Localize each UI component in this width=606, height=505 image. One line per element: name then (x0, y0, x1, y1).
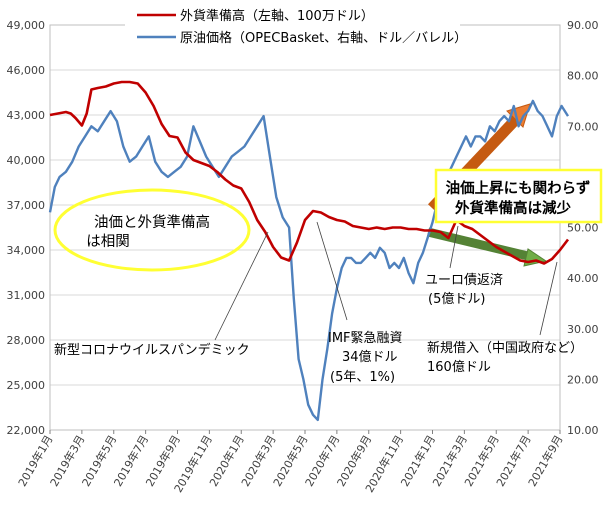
y-right-tick-label: 90.00 (567, 19, 599, 32)
y-left-tick-label: 49,000 (7, 19, 46, 32)
y-right-tick-label: 70.00 (567, 120, 599, 133)
ellipse-text-line2: は相関 (86, 233, 130, 250)
covid-label: 新型コロナウイルスパンデミック (54, 342, 250, 358)
y-right-tick-label: 30.00 (567, 323, 599, 336)
y-left-tick-label: 46,000 (7, 64, 46, 77)
y-left-tick-label: 25,000 (7, 379, 46, 392)
highlight-box (434, 168, 603, 224)
loan-leader-line (539, 261, 558, 336)
highlight-text-line2: 外貨準備高は減少 (455, 199, 571, 217)
ellipse-text-line1: 油価と外貨準備高 (94, 214, 210, 231)
y-right-tick-label: 10.00 (567, 424, 599, 437)
legend-background (125, 6, 460, 48)
highlight-text-line1: 油価上昇にも関わらず (446, 179, 591, 197)
y-axis-right: 10.0020.0030.0040.0050.0060.0070.0080.00… (567, 19, 599, 437)
legend-label-reserves: 外貨準備高（左軸、100万ドル） (180, 8, 374, 24)
y-left-tick-label: 28,000 (7, 334, 46, 347)
series-line-reserves (49, 80, 570, 265)
y-right-tick-label: 40.00 (567, 272, 599, 285)
eurobond-leader-line (449, 225, 459, 269)
imf-label-line2: 34億ドル (342, 349, 398, 365)
eurobond-label-line1: ユーロ債返済 (425, 272, 503, 288)
y-axis-left: 22,000 25,000 28,000 31,000 34,000 37,000 40,0… (7, 19, 46, 437)
loan-label-line1: 新規借入（中国政府など） (427, 340, 583, 356)
legend: 外貨準備高（左軸、100万ドル） 原油価格（OPECBasket、右軸、ドル／バ… (125, 6, 467, 48)
imf-leader-line (316, 221, 348, 321)
y-left-tick-label: 37,000 (7, 199, 46, 212)
imf-label-line1: IMF緊急融資 (328, 331, 403, 346)
x-axis: 2019年1月2019年3月2019年5月2019年7月2019年9月2019年… (15, 430, 566, 495)
y-left-tick-label: 40,000 (7, 154, 46, 167)
eurobond-label-line2: (5億ドル) (428, 291, 485, 307)
y-right-tick-label: 80.00 (567, 70, 599, 83)
covid-leader-line (214, 231, 269, 341)
y-left-tick-label: 34,000 (7, 244, 46, 257)
y-left-tick-label: 22,000 (7, 424, 46, 437)
y-left-tick-label: 31,000 (7, 289, 46, 302)
y-left-tick-label: 43,000 (7, 109, 46, 122)
y-right-tick-label: 20.00 (567, 373, 599, 386)
correlation-ellipse (53, 188, 251, 272)
legend-label-crude-oil: 原油価格（OPECBasket、右軸、ドル／バレル） (180, 30, 467, 46)
imf-label-line3: (5年、1%) (330, 370, 395, 385)
y-right-tick-label: 50.00 (567, 222, 599, 235)
loan-label-line2: 160億ドル (427, 359, 491, 375)
